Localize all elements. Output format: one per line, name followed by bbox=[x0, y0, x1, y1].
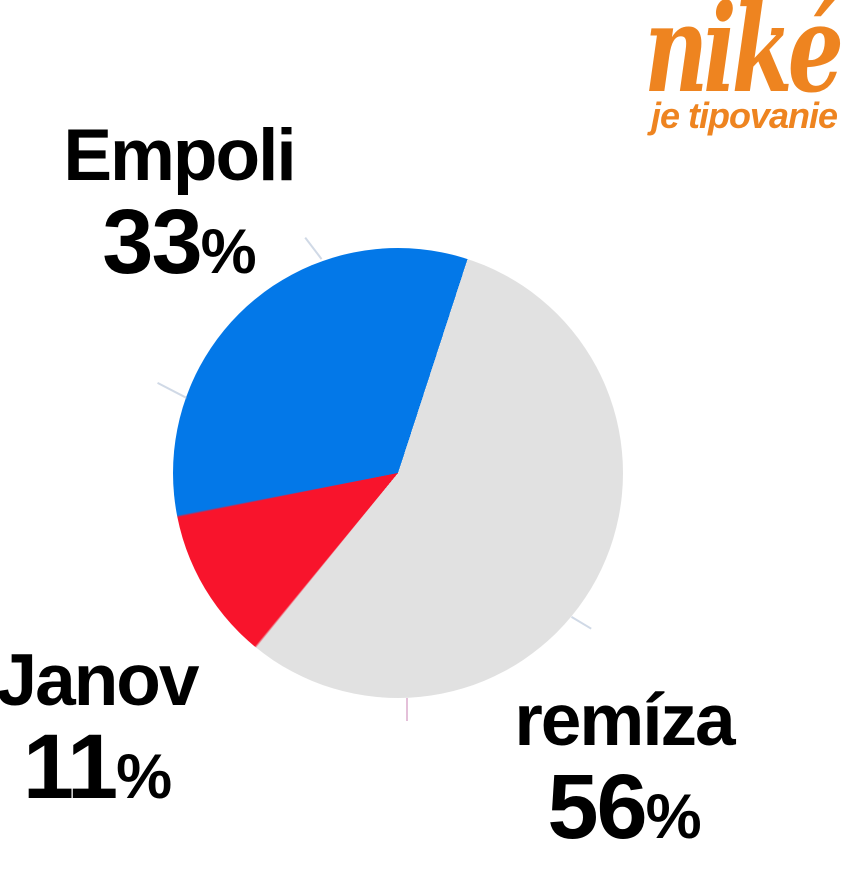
leader-line-bottom bbox=[406, 698, 408, 721]
leader-line-bottom-right bbox=[570, 616, 592, 630]
pie-chart bbox=[173, 248, 623, 698]
slice-label-empoli: Empoli 33% bbox=[63, 115, 296, 315]
slice-label-remiza: remíza 56% bbox=[514, 680, 735, 880]
percent-sign-empoli: % bbox=[200, 217, 257, 287]
leader-line-left bbox=[157, 382, 188, 399]
slice-percent-janov: 11 bbox=[22, 716, 118, 818]
slice-percent-empoli: 33 bbox=[102, 191, 202, 293]
slice-percent-remiza: 56 bbox=[547, 756, 647, 858]
nike-logo-wordmark: niké bbox=[644, 0, 843, 120]
slice-label-janov: Janov 11% bbox=[0, 640, 199, 840]
slice-value-janov: 11% bbox=[0, 721, 197, 840]
slice-value-remiza: 56% bbox=[514, 761, 733, 880]
slice-name-janov: Janov bbox=[0, 640, 199, 721]
percent-sign-remiza: % bbox=[645, 782, 702, 852]
slice-value-empoli: 33% bbox=[63, 196, 294, 315]
leader-line-top bbox=[304, 237, 323, 260]
slice-name-empoli: Empoli bbox=[63, 115, 296, 196]
slice-name-remiza: remíza bbox=[514, 680, 735, 761]
nike-logo: niké je tipovanie bbox=[607, 0, 843, 134]
percent-sign-janov: % bbox=[116, 742, 172, 812]
nike-logo-tagline: je tipovanie bbox=[650, 95, 838, 136]
